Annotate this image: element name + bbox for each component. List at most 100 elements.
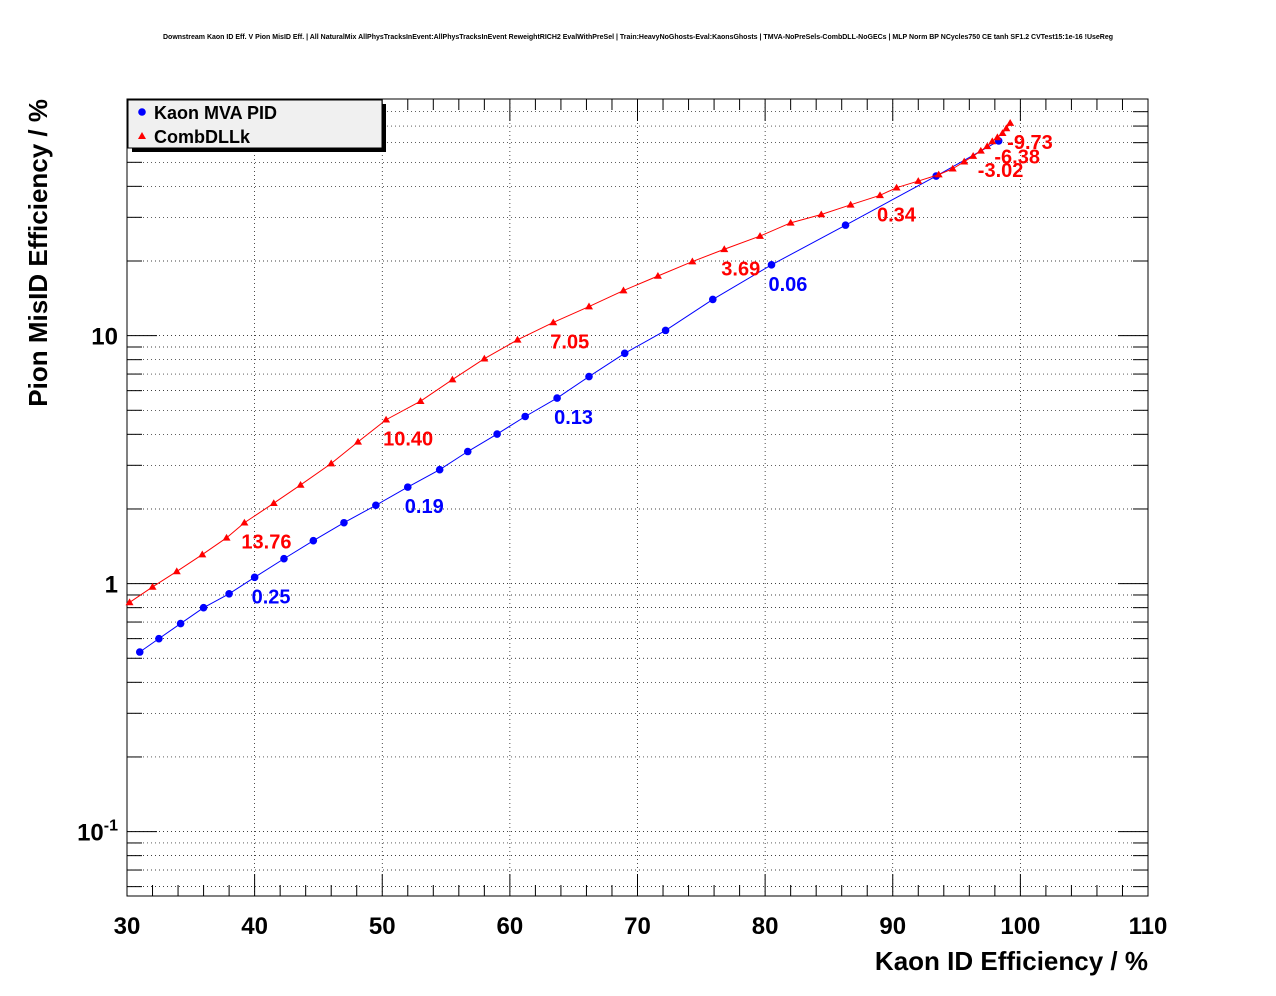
data-point <box>493 430 501 438</box>
legend-box <box>127 99 383 149</box>
data-point <box>250 573 259 582</box>
data-point <box>199 603 208 612</box>
data-label: 0.34 <box>877 204 917 226</box>
y-tick-label: 10 <box>91 324 118 351</box>
data-point <box>155 634 163 643</box>
data-point <box>998 129 1007 137</box>
data-label: 0.25 <box>252 586 291 608</box>
y-tick-label: 10-1 <box>77 818 118 847</box>
series-layer: 0.25 0.19 0.13 0.06 13.76 10.40 7.05 3.69 0.34 -3… <box>125 119 1053 656</box>
data-point <box>135 648 144 656</box>
data-point <box>988 137 997 145</box>
data-point <box>661 326 670 335</box>
data-point <box>1006 119 1015 126</box>
data-point <box>198 550 207 558</box>
data-label: 10.40 <box>383 429 433 451</box>
data-point <box>817 210 826 218</box>
data-point <box>309 536 318 545</box>
x-tick-label: 110 <box>1129 913 1168 940</box>
x-tick-label: 50 <box>369 913 396 940</box>
data-point <box>463 447 472 456</box>
plot-area-border <box>126 98 1149 897</box>
data-point <box>846 200 855 208</box>
data-point <box>176 619 185 628</box>
data-point <box>841 221 850 229</box>
x-tick-label: 30 <box>114 913 141 940</box>
data-point <box>756 232 765 239</box>
data-point <box>372 501 380 510</box>
data-label: 7.05 <box>550 331 589 353</box>
x-tick-label: 90 <box>879 913 906 940</box>
data-point <box>521 412 529 421</box>
data-point <box>653 271 662 279</box>
data-point <box>340 518 348 527</box>
data-point <box>225 589 233 598</box>
data-point <box>549 318 558 326</box>
data-label: 13.76 <box>241 532 291 554</box>
legend: Kaon MVA PID CombDLLk <box>127 99 386 152</box>
x-tick-label: 40 <box>241 913 268 940</box>
data-point <box>875 191 884 199</box>
series-0: 0.25 0.19 0.13 0.06 <box>135 137 1003 656</box>
data-point <box>585 372 593 381</box>
data-label: -6.38 <box>994 146 1040 168</box>
data-point <box>767 261 776 269</box>
data-label: 3.69 <box>721 258 760 280</box>
series-line <box>139 140 999 653</box>
data-point <box>416 397 425 405</box>
data-point <box>354 437 363 445</box>
legend-marker <box>138 132 146 139</box>
data-point <box>960 157 969 165</box>
data-label: 0.19 <box>405 496 444 518</box>
grid-lines <box>127 99 1148 896</box>
data-point <box>172 567 181 575</box>
data-point <box>280 554 288 563</box>
data-point <box>720 245 729 253</box>
data-point <box>708 295 717 304</box>
y-axis-label: Pion MisID Efficiency / % <box>23 99 53 407</box>
data-point <box>620 349 629 358</box>
plot-frame <box>126 98 1149 897</box>
data-point <box>892 183 901 191</box>
data-point <box>786 218 795 226</box>
data-point <box>976 146 985 154</box>
data-point <box>619 286 628 294</box>
data-point <box>448 375 457 383</box>
data-point <box>914 177 923 184</box>
data-point <box>513 335 522 343</box>
x-tick-label: 70 <box>624 913 651 940</box>
data-point <box>327 459 336 467</box>
legend-label: CombDLLk <box>154 127 251 147</box>
data-point <box>403 483 412 491</box>
data-point <box>969 152 978 159</box>
data-label: -9.73 <box>1007 132 1053 154</box>
data-point <box>585 302 594 310</box>
legend-label: Kaon MVA PID <box>154 103 277 123</box>
data-point <box>553 394 561 402</box>
x-tick-label: 80 <box>752 913 779 940</box>
x-tick-label: 60 <box>497 913 524 940</box>
x-tick-label: 100 <box>1000 913 1040 940</box>
data-point <box>435 465 444 474</box>
data-point <box>983 142 992 150</box>
data-point <box>382 415 391 423</box>
data-point <box>948 164 957 172</box>
data-point <box>125 598 134 606</box>
legend-marker <box>138 108 146 116</box>
y-tick-label: 1 <box>105 572 118 599</box>
data-point <box>148 582 157 590</box>
data-point <box>269 499 278 507</box>
data-point <box>993 133 1002 141</box>
data-point <box>240 518 249 526</box>
chart-title: Downstream Kaon ID Eff. V Pion MisID Eff… <box>162 34 1114 41</box>
data-label: 0.06 <box>769 274 808 296</box>
x-axis-label: Kaon ID Efficiency / % <box>875 946 1148 976</box>
axis-labels: Kaon ID Efficiency / % Pion MisID Efficie… <box>23 99 1148 976</box>
series-1: 13.76 10.40 7.05 3.69 0.34 -3.02-6.38-9.73 <box>125 119 1053 606</box>
data-label: 0.13 <box>554 407 593 429</box>
data-point <box>1002 124 1011 132</box>
data-point <box>688 257 697 265</box>
data-label: -3.02 <box>978 160 1024 182</box>
